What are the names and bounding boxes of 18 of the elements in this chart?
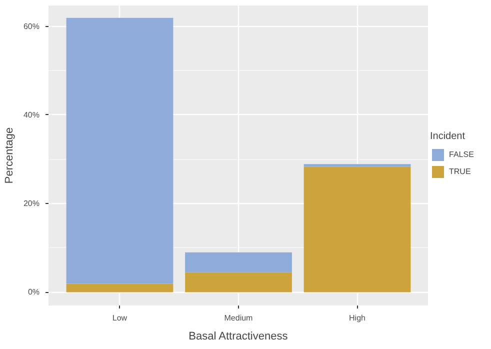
y-tick-label: 0% bbox=[28, 288, 40, 297]
bar bbox=[304, 164, 411, 167]
bar bbox=[185, 252, 292, 272]
y-axis-title: Percentage bbox=[3, 127, 16, 184]
x-tick-label: High bbox=[349, 314, 366, 322]
bar bbox=[185, 272, 292, 292]
bar bbox=[66, 18, 174, 284]
legend-title: Incident bbox=[430, 131, 466, 142]
bar bbox=[66, 284, 174, 292]
x-tick-label: Low bbox=[112, 314, 128, 322]
x-axis-title: Basal Attractiveness bbox=[188, 330, 288, 342]
y-tick-label: 40% bbox=[23, 110, 40, 120]
y-tick-label: 20% bbox=[23, 199, 40, 208]
x-tick-label: Medium bbox=[224, 314, 254, 322]
legend-label: FALSE bbox=[449, 150, 474, 159]
legend-label: TRUE bbox=[449, 167, 471, 176]
y-tick-label: 60% bbox=[23, 22, 40, 31]
bar bbox=[304, 166, 411, 292]
